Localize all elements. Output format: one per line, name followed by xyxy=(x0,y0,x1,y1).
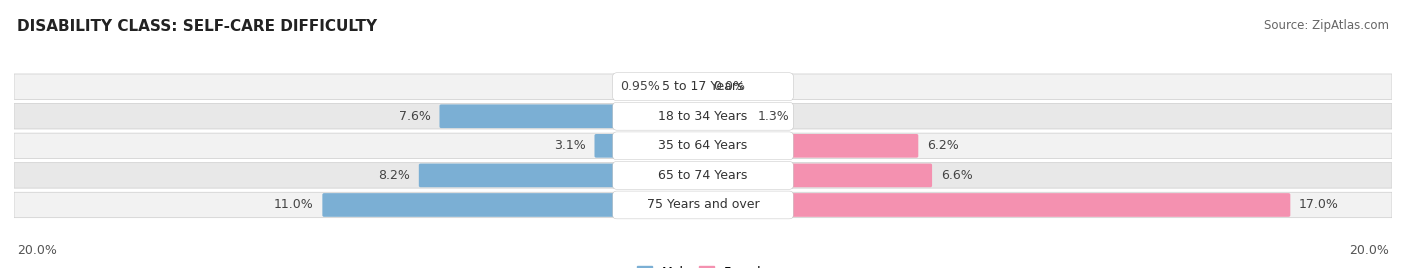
FancyBboxPatch shape xyxy=(14,192,1392,218)
FancyBboxPatch shape xyxy=(613,162,793,189)
Text: 20.0%: 20.0% xyxy=(17,244,56,257)
FancyBboxPatch shape xyxy=(14,103,1392,129)
FancyBboxPatch shape xyxy=(440,105,619,128)
Text: 11.0%: 11.0% xyxy=(274,199,314,211)
Text: 1.3%: 1.3% xyxy=(758,110,790,123)
FancyBboxPatch shape xyxy=(787,134,918,158)
Text: 6.2%: 6.2% xyxy=(927,139,959,152)
Text: 8.2%: 8.2% xyxy=(378,169,411,182)
Text: 6.6%: 6.6% xyxy=(941,169,973,182)
Text: 3.1%: 3.1% xyxy=(554,139,586,152)
Text: 35 to 64 Years: 35 to 64 Years xyxy=(658,139,748,152)
FancyBboxPatch shape xyxy=(613,132,793,160)
FancyBboxPatch shape xyxy=(613,102,793,130)
Text: 0.95%: 0.95% xyxy=(620,80,659,93)
Legend: Male, Female: Male, Female xyxy=(637,266,769,268)
FancyBboxPatch shape xyxy=(787,163,932,187)
FancyBboxPatch shape xyxy=(617,75,671,99)
FancyBboxPatch shape xyxy=(419,163,619,187)
Text: 7.6%: 7.6% xyxy=(399,110,430,123)
FancyBboxPatch shape xyxy=(787,193,1291,217)
Text: 65 to 74 Years: 65 to 74 Years xyxy=(658,169,748,182)
FancyBboxPatch shape xyxy=(14,133,1392,159)
Text: 5 to 17 Years: 5 to 17 Years xyxy=(662,80,744,93)
FancyBboxPatch shape xyxy=(322,193,619,217)
FancyBboxPatch shape xyxy=(613,191,793,219)
Text: DISABILITY CLASS: SELF-CARE DIFFICULTY: DISABILITY CLASS: SELF-CARE DIFFICULTY xyxy=(17,19,377,34)
FancyBboxPatch shape xyxy=(14,163,1392,188)
FancyBboxPatch shape xyxy=(14,74,1392,99)
Text: 75 Years and over: 75 Years and over xyxy=(647,199,759,211)
Text: 17.0%: 17.0% xyxy=(1299,199,1339,211)
FancyBboxPatch shape xyxy=(595,134,619,158)
FancyBboxPatch shape xyxy=(748,105,789,128)
Text: 18 to 34 Years: 18 to 34 Years xyxy=(658,110,748,123)
FancyBboxPatch shape xyxy=(613,73,793,100)
Text: 0.0%: 0.0% xyxy=(713,80,745,93)
Text: Source: ZipAtlas.com: Source: ZipAtlas.com xyxy=(1264,19,1389,32)
Text: 20.0%: 20.0% xyxy=(1350,244,1389,257)
